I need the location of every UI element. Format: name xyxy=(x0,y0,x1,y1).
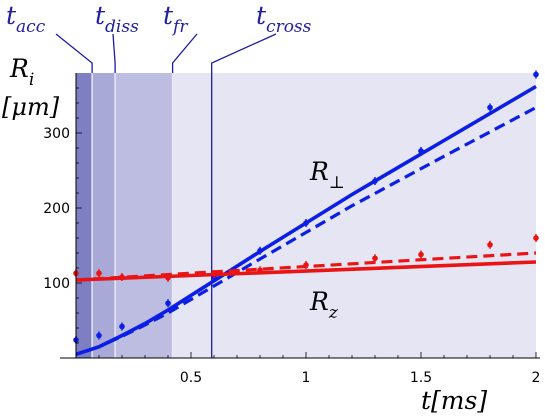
label-t-fr: tfr xyxy=(163,1,188,37)
r-perp-point xyxy=(533,71,539,78)
r-perp-point xyxy=(418,148,424,154)
r-z-point xyxy=(418,251,424,258)
x-axis-label: t[ms] xyxy=(421,386,487,415)
r-perp-point xyxy=(487,104,493,111)
r-perp-fit-solid xyxy=(75,84,537,357)
r-z-point xyxy=(533,235,539,241)
r-z-point xyxy=(257,267,263,274)
x-tick-label: 1.5 xyxy=(410,370,432,386)
y-tick-label: 200 xyxy=(43,201,70,217)
r-perp-point xyxy=(165,300,171,307)
y-tick-label: 100 xyxy=(43,276,70,292)
r-perp-point xyxy=(257,247,263,254)
label-t-acc: tacc xyxy=(6,1,46,37)
x-tick-label: 0.5 xyxy=(180,370,202,386)
y-axis-label: Ri xyxy=(9,54,34,90)
connector-t-fr xyxy=(171,33,198,73)
r-z-point xyxy=(96,270,102,277)
r-z-point xyxy=(119,274,125,280)
x-tick-label: 2 xyxy=(532,370,541,386)
label-t-cross: tcross xyxy=(256,1,312,37)
label-r-perp: R⊥ xyxy=(309,157,345,193)
connector-t-cross xyxy=(211,33,277,73)
x-tick-label: 1 xyxy=(302,370,311,386)
r-perp-point xyxy=(96,332,102,339)
r-perp-point xyxy=(372,178,378,184)
r-z-point xyxy=(303,262,309,268)
label-t-diss: tdiss xyxy=(95,1,139,37)
connector-t-acc xyxy=(55,33,93,73)
label-r-z: Rz xyxy=(309,287,339,323)
r-z-point xyxy=(165,274,171,281)
y-tick-label: 300 xyxy=(43,126,70,142)
r-perp-point xyxy=(119,323,125,330)
r-z-point xyxy=(487,241,493,248)
r-z-point xyxy=(372,255,378,262)
y-axis-unit: [μm] xyxy=(2,93,60,121)
r-perp-point xyxy=(303,220,309,226)
r-z-fit-solid xyxy=(75,260,537,282)
connector-t-diss xyxy=(112,33,116,73)
region-acc xyxy=(76,73,93,358)
r-z-point xyxy=(211,271,217,277)
